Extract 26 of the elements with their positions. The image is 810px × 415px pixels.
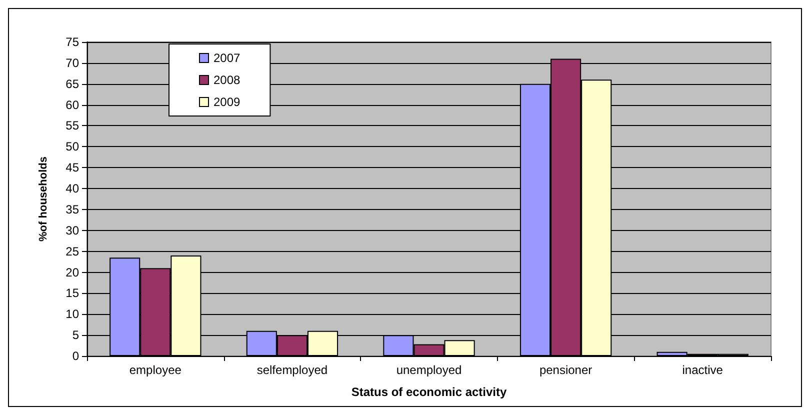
y-tick-label: 5 xyxy=(72,328,80,342)
y-tick-label: 75 xyxy=(66,35,80,49)
x-tick-label: pensioner xyxy=(539,363,592,377)
y-axis-title: %of households xyxy=(38,156,50,242)
x-axis-title: Status of economic activity xyxy=(351,385,508,399)
x-tick-label: employee xyxy=(129,363,182,377)
legend-label: 2009 xyxy=(214,95,241,109)
x-tick-label: selfemployed xyxy=(256,363,328,377)
legend-label: 2007 xyxy=(214,51,241,65)
y-tick-label: 65 xyxy=(66,76,80,91)
y-tick-label: 40 xyxy=(66,182,80,196)
y-tick-label: 60 xyxy=(66,98,80,112)
y-tick-label: 55 xyxy=(66,118,80,133)
y-tick-label: 35 xyxy=(66,202,80,216)
y-tick-label: 30 xyxy=(66,223,80,238)
y-tick-label: 20 xyxy=(66,265,80,280)
x-tick-label: inactive xyxy=(682,363,724,377)
y-tick-label: 50 xyxy=(66,140,80,154)
y-tick-label: 70 xyxy=(66,56,80,70)
y-tick-label: 25 xyxy=(66,244,80,258)
y-tick-label: 0 xyxy=(72,349,80,363)
y-tick-label: 45 xyxy=(66,160,80,175)
x-tick-label: unemployed xyxy=(396,363,462,377)
y-tick-label: 10 xyxy=(66,307,80,322)
legend-label: 2008 xyxy=(214,73,241,87)
y-tick-label: 15 xyxy=(66,286,80,300)
